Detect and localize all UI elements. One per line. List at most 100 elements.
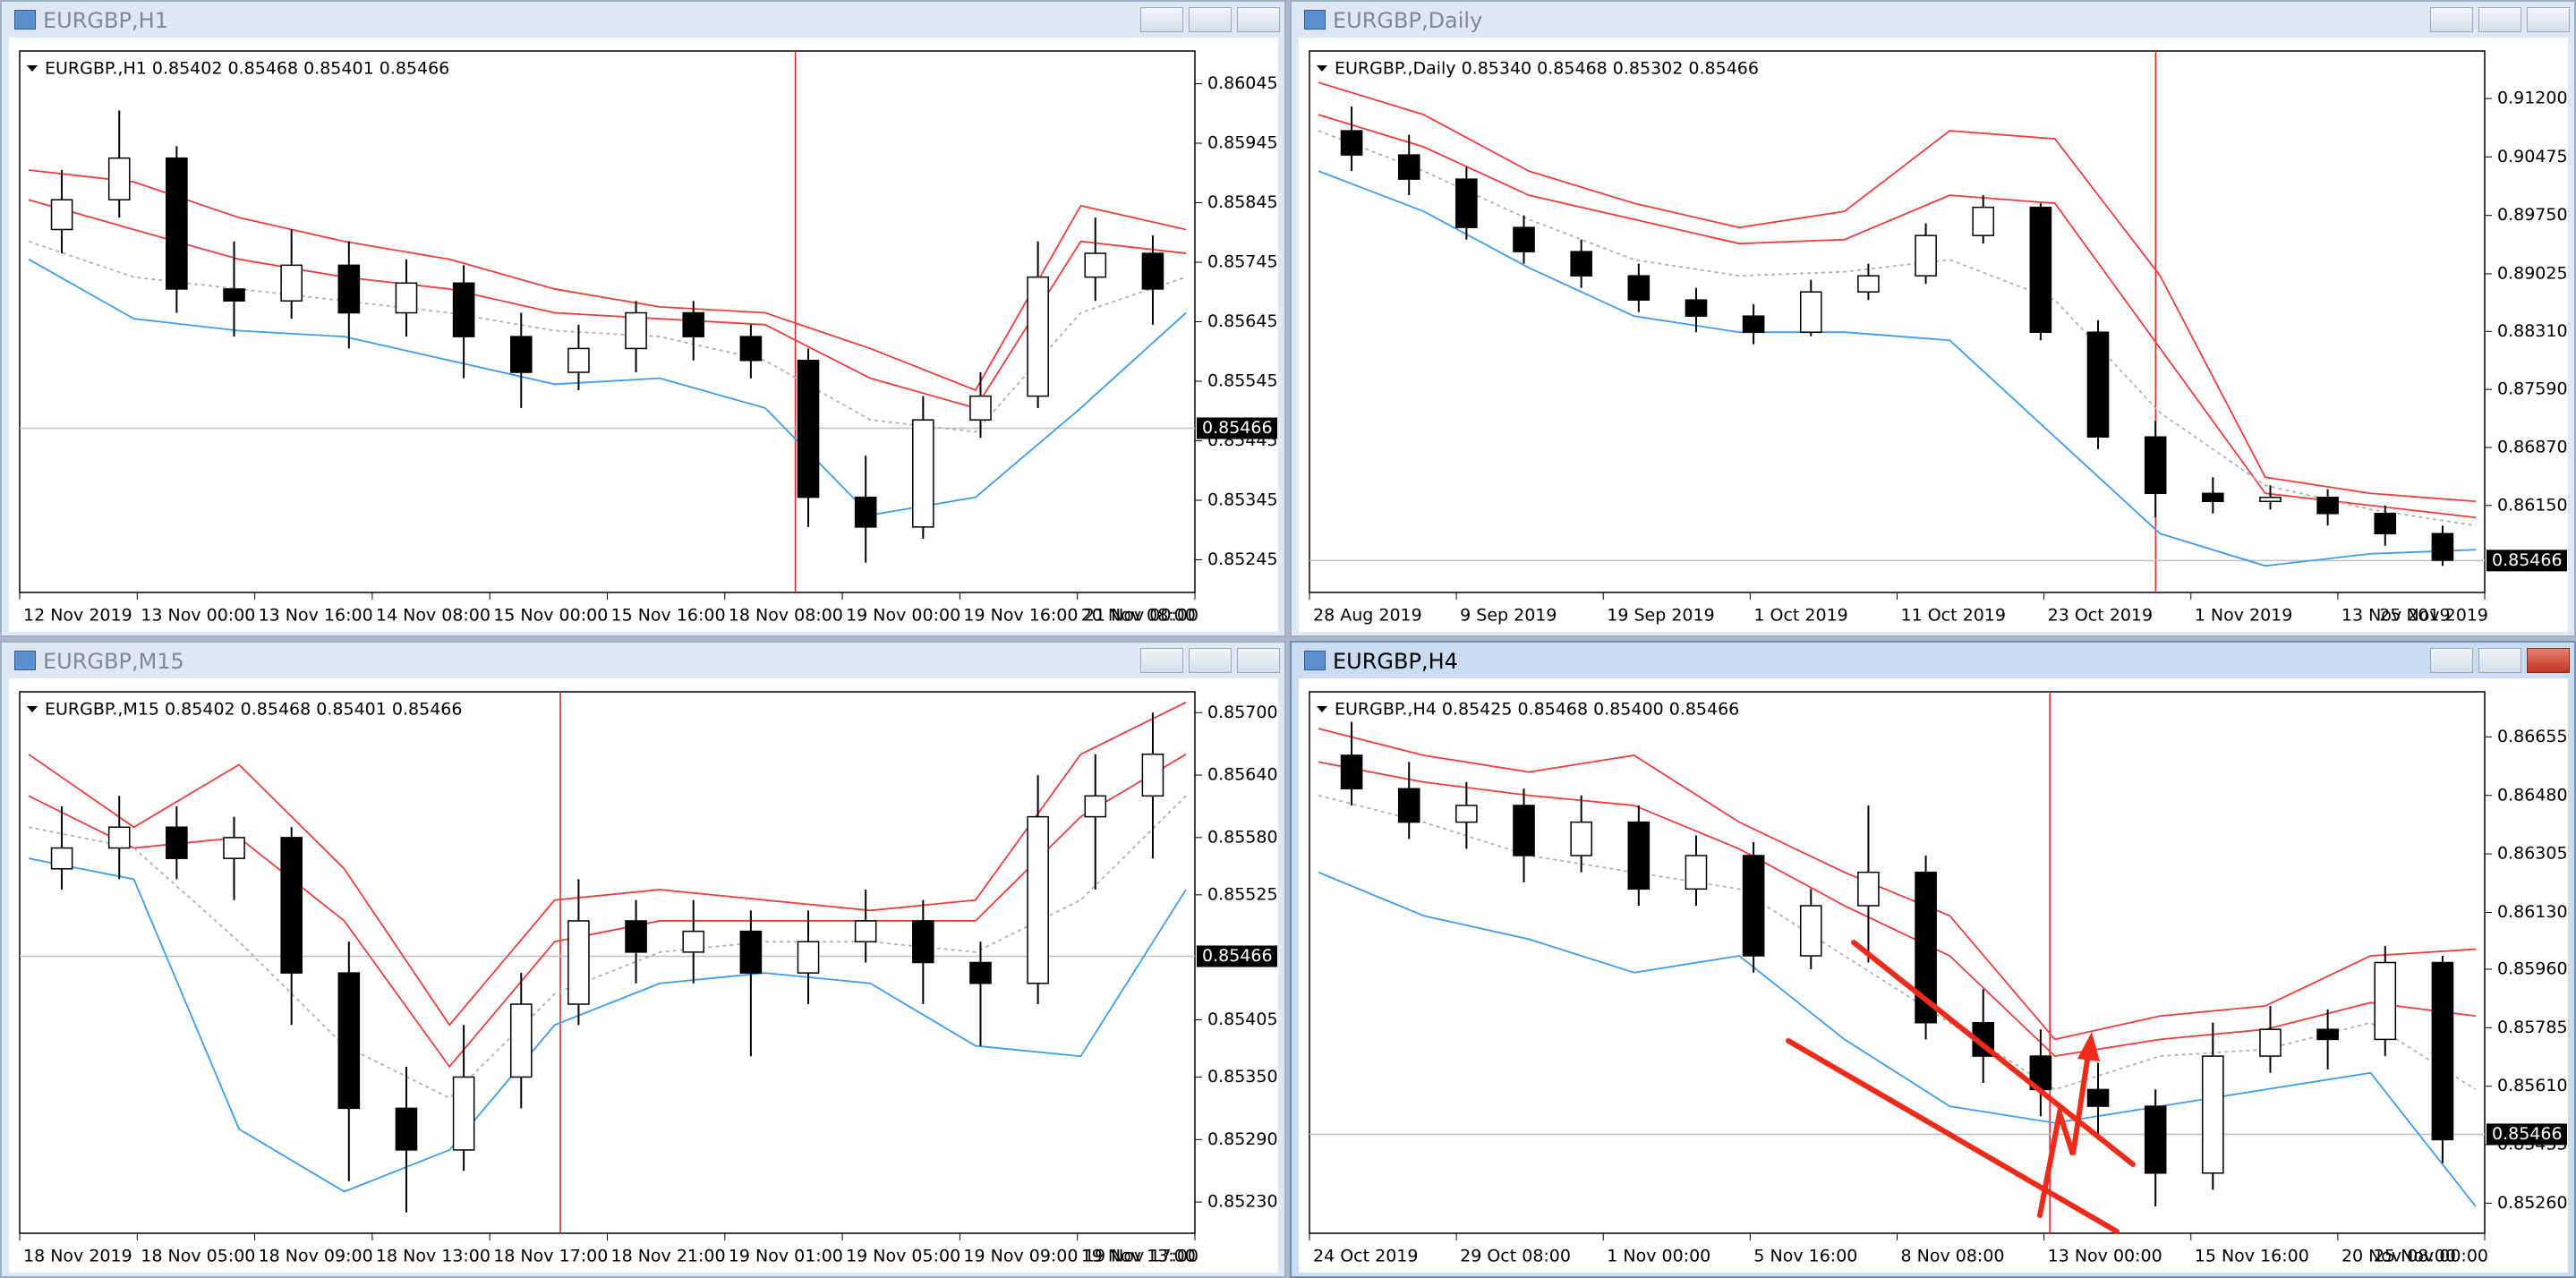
candle-body [1857,275,1880,293]
x-tick-label: 5 Nov 16:00 [1753,1247,1857,1266]
dropdown-marker [1317,706,1327,712]
minimize-button[interactable] [2430,648,2473,673]
maximize-button[interactable] [1189,7,1232,32]
candle-body [567,347,590,373]
candle-body [797,941,820,974]
band-upper [1318,728,2477,1041]
y-tick-label: 0.85345 [1207,490,1278,509]
candle-body [223,288,245,302]
bid-label-box [2486,550,2567,572]
band-upper [28,169,1187,392]
y-tick-label: 0.85745 [1207,252,1278,272]
candle-body [337,264,361,314]
band-upper2 [1318,761,2477,1058]
candle-body [2259,497,2282,503]
bid-label-box [1197,945,1277,967]
window-icon [14,651,36,670]
maximize-button[interactable] [2478,648,2521,673]
x-tick-label: 1 Nov 2019 [2195,606,2293,626]
bid-label: 0.85466 [1202,946,1273,966]
chart-window: EURGBP,M15 0.85700 0.85640 0.85580 0.85525 0.… [0,641,1286,1278]
x-tick-label: 20 Nov 08:00 [1081,606,1196,626]
bid-label: 0.85466 [2492,1124,2563,1144]
minimize-button[interactable] [2430,7,2473,32]
band-upper [28,701,1187,1027]
x-tick-label: 21 Nov 00:00 [1084,606,1198,626]
candle-body [1397,788,1420,823]
x-tick-label: 19 Nov 13:00 [1081,1247,1196,1266]
arrow-drawing [2037,1045,2092,1218]
dropdown-marker [1317,65,1327,72]
y-tick-label: 0.85350 [1207,1067,1278,1086]
close-button[interactable] [1237,7,1280,32]
x-tick-label: 13 Nov 16:00 [259,606,373,626]
candle-body [1742,855,1765,957]
x-tick-label: 18 Nov 17:00 [493,1247,608,1266]
candle-body [682,930,705,953]
y-tick-label: 0.86045 [1207,73,1278,93]
candle-body [1455,178,1478,228]
window-icon [1304,10,1326,30]
x-tick-label: 20 Nov 08:00 [2341,1247,2456,1266]
candle-body [50,847,73,870]
candle-body [1340,130,1363,156]
candle-body [2202,492,2224,503]
maximize-button[interactable] [2478,7,2521,32]
x-tick-label: 19 Nov 09:00 [963,1247,1078,1266]
chart-window: EURGBP,H1 0.86045 0.85945 0.85845 0.85745 0.8… [0,0,1286,637]
candle-body [1141,754,1164,797]
y-tick-label: 0.88310 [2497,321,2568,341]
candle-body [395,1107,418,1151]
candle-body [1742,315,1765,333]
y-tick-label: 0.86130 [2497,902,2568,922]
minimize-button[interactable] [1140,648,1183,673]
y-tick-label: 0.85610 [2497,1076,2568,1095]
chart-background [1299,38,2568,632]
x-tick-label: 13 Nov 2019 [2341,606,2451,626]
x-tick-label: 18 Nov 05:00 [141,1247,255,1266]
candle-body [1799,905,1822,957]
x-tick-label: 9 Sep 2019 [1460,606,1557,626]
candle-body [2431,532,2454,561]
candle-body [2144,1105,2167,1174]
candle-body [854,920,877,942]
candle-body [337,972,361,1110]
candle-body [2374,961,2397,1041]
maximize-button[interactable] [1189,648,1232,673]
candle-body [1857,871,1880,907]
x-tick-label: 25 Nov 00:00 [2374,1247,2488,1266]
bid-label: 0.85466 [2492,550,2563,570]
close-button[interactable] [2527,648,2570,673]
close-button[interactable] [2527,7,2570,32]
chart-info: EURGBP.,M15 0.85402 0.85468 0.85401 0.85… [45,700,462,720]
window-title: EURGBP,H4 [1333,649,1458,674]
bid-label: 0.85466 [1202,418,1273,438]
candle-body [1397,154,1420,180]
candle-body [625,311,647,350]
y-tick-label: 0.89025 [2497,263,2568,283]
y-tick-label: 0.85525 [1207,884,1278,904]
x-tick-label: 13 Nov 00:00 [2048,1247,2162,1266]
chart-window: EURGBP,Daily 0.91200 0.90475 0.89750 0.89025… [1290,0,2576,637]
title-bar: EURGBP,M15 [2,643,1284,678]
x-tick-label: 15 Nov 16:00 [2195,1247,2309,1266]
trend-line [1786,1038,2120,1234]
candle-body [2202,1055,2224,1174]
y-tick-label: 0.86480 [2497,785,2568,805]
x-tick-label: 19 Nov 17:00 [1084,1247,1198,1266]
candle-body [1027,276,1049,397]
candle-body [509,1003,533,1078]
candle-body [1627,821,1651,890]
minimize-button[interactable] [1140,7,1183,32]
y-tick-label: 0.85645 [1207,311,1278,331]
y-tick-label: 0.91200 [2497,89,2568,108]
chart-info: EURGBP.,H1 0.85402 0.85468 0.85401 0.854… [45,59,449,79]
window-title: EURGBP,H1 [43,8,168,33]
y-tick-label: 0.86305 [2497,844,2568,864]
close-button[interactable] [1237,648,1280,673]
x-tick-label: 12 Nov 2019 [23,606,132,626]
window-icon [1304,651,1326,670]
band-upper2 [28,754,1187,1069]
candle-body [223,837,245,859]
